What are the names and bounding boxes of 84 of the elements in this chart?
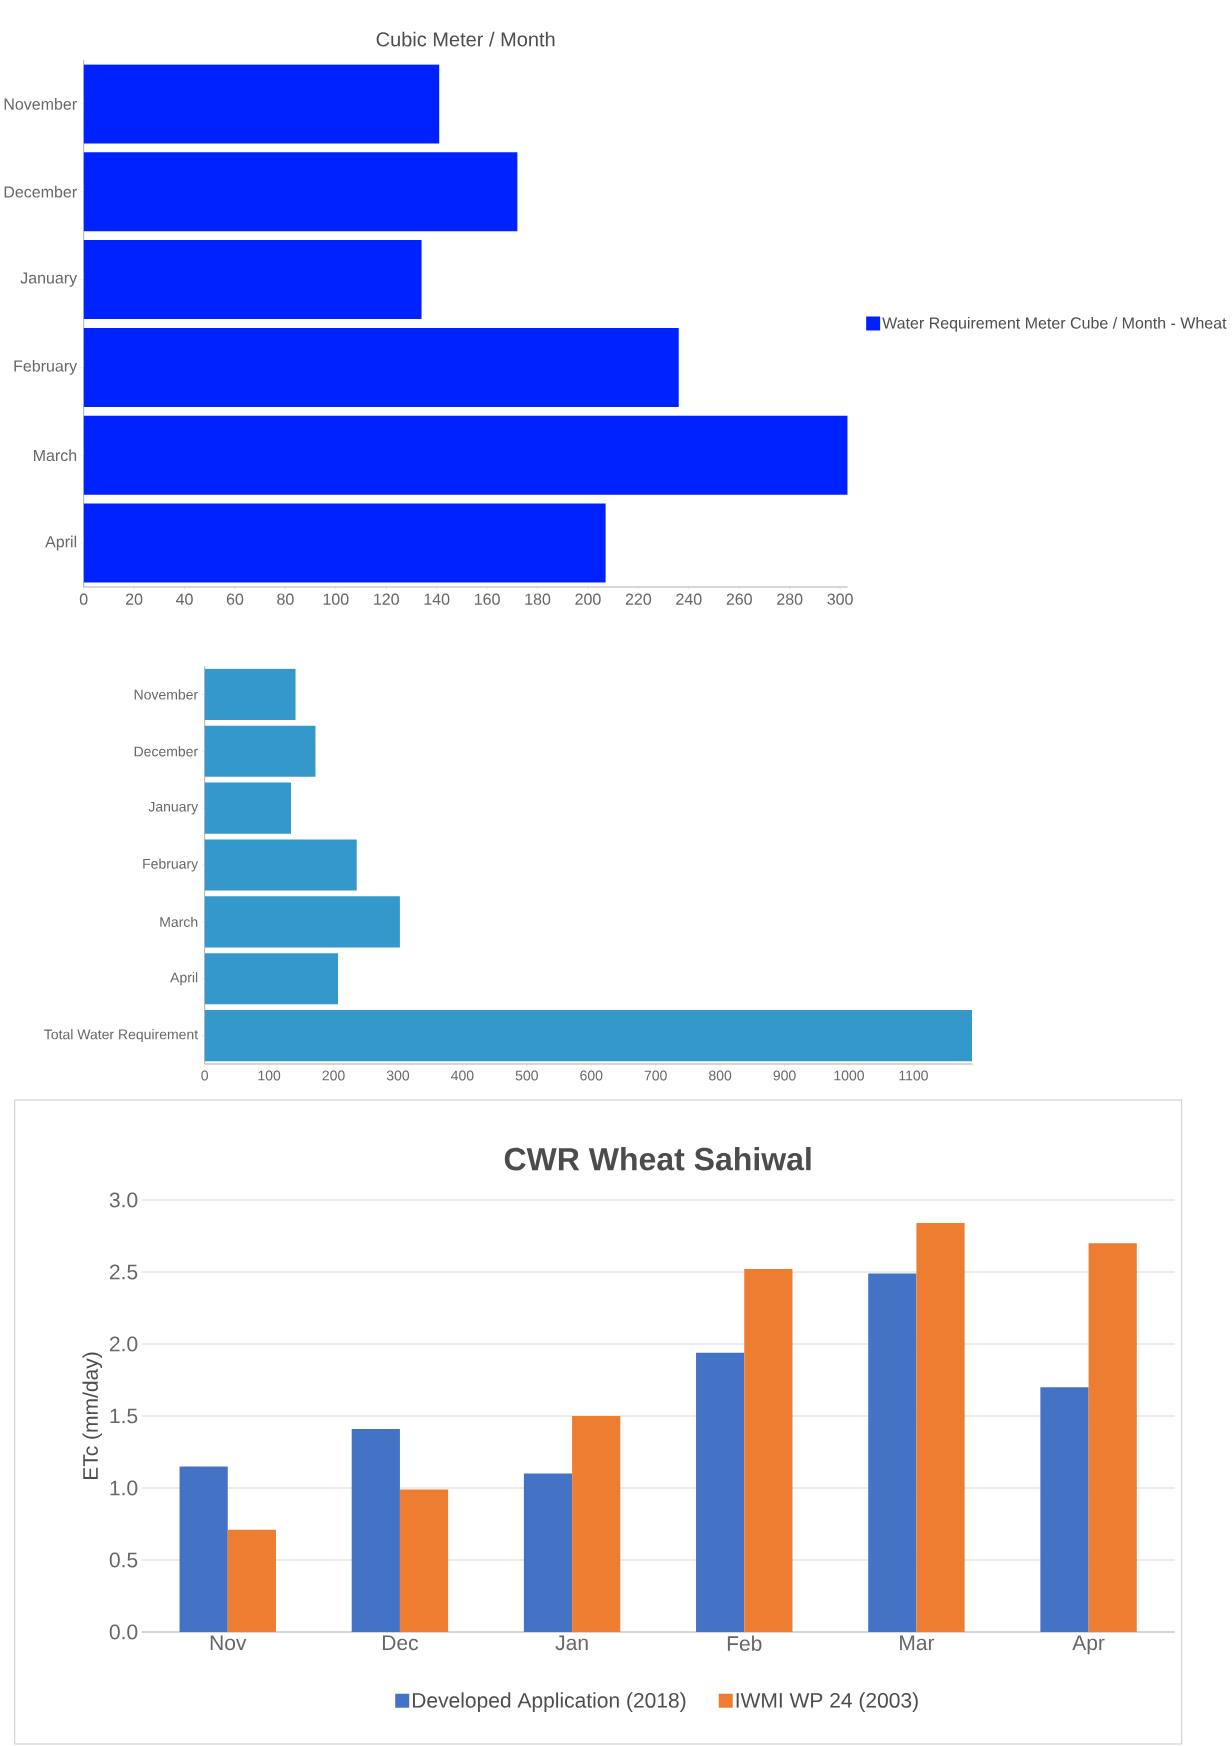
bar <box>572 1416 621 1632</box>
bar <box>400 1489 449 1632</box>
y-tick-label: 2.0 <box>110 1336 138 1352</box>
chart-title: Cubic Meter / Month <box>376 31 555 47</box>
x-tick-label: Apr <box>1072 1635 1105 1655</box>
bar <box>83 327 679 407</box>
y-tick-label: 3.0 <box>109 1192 138 1208</box>
y-tick-label: 2.5 <box>110 1264 138 1280</box>
bar <box>1040 1387 1089 1632</box>
x-tick-label: 260 <box>726 593 753 605</box>
x-tick-label: Nov <box>211 1635 247 1651</box>
x-tick-label: Mar <box>900 1635 935 1651</box>
y-tick-label: Total Water Requirement <box>44 1029 199 1043</box>
x-tick-label: 80 <box>277 593 294 605</box>
y-tick-label: November <box>4 98 78 110</box>
x-tick-label: 600 <box>580 1070 603 1081</box>
x-tick-label: 800 <box>709 1070 732 1081</box>
bar <box>204 782 292 834</box>
y-tick-label: 0.0 <box>109 1624 138 1640</box>
bar <box>204 668 296 721</box>
y-tick-label: November <box>134 689 199 700</box>
x-tick-label: 900 <box>773 1070 796 1081</box>
x-tick-label: 220 <box>626 593 652 605</box>
x-tick-label: Jan <box>555 1635 588 1651</box>
y-tick-label: February <box>143 858 199 872</box>
bar <box>83 64 440 144</box>
bar <box>204 725 316 777</box>
x-tick-label: 1000 <box>834 1070 865 1081</box>
bar <box>83 240 422 320</box>
x-tick-label: 40 <box>176 593 193 605</box>
x-tick-label: 200 <box>575 593 601 605</box>
bar <box>83 152 518 232</box>
bar <box>204 896 401 948</box>
x-tick-label: 180 <box>525 593 551 605</box>
x-tick-label: 20 <box>126 593 143 605</box>
y-tick-label: March <box>34 449 77 462</box>
x-tick-label: 100 <box>258 1070 281 1081</box>
y-tick-label: February <box>14 359 78 375</box>
bar <box>868 1273 917 1632</box>
y-tick-label: March <box>160 916 198 927</box>
bar <box>696 1352 745 1632</box>
x-tick-label: 400 <box>451 1070 474 1081</box>
x-tick-label: 0 <box>201 1070 209 1081</box>
y-tick-label: January <box>20 272 78 287</box>
x-tick-label: 200 <box>322 1070 345 1081</box>
x-tick-label: 280 <box>777 593 803 605</box>
legend-label: Developed Application (2018) <box>413 1692 686 1712</box>
x-tick-label: 700 <box>644 1070 668 1081</box>
bar <box>351 1428 401 1632</box>
bar <box>204 953 339 1005</box>
y-axis-title: ETc (mm/day) <box>82 1352 103 1480</box>
y-tick-label: December <box>4 185 78 198</box>
x-tick-label: 1100 <box>899 1070 929 1081</box>
y-tick-label: January <box>148 801 199 815</box>
bar <box>916 1223 965 1632</box>
bar <box>179 1466 228 1632</box>
bar <box>524 1473 573 1632</box>
legend-label: Water Requirement Meter Cube / Month - Wheat <box>882 316 1227 332</box>
y-tick-label: 1.0 <box>110 1480 138 1496</box>
x-tick-label: 240 <box>676 593 702 605</box>
x-tick-label: 300 <box>827 593 854 605</box>
y-tick-label: 1.5 <box>110 1408 138 1424</box>
x-tick-label: 140 <box>424 593 450 605</box>
y-tick-label: April <box>170 972 198 986</box>
x-tick-label: Dec <box>383 1635 419 1651</box>
x-tick-label: 300 <box>387 1070 410 1081</box>
x-tick-label: 160 <box>475 593 501 605</box>
legend-label: IWMI WP 24 (2003) <box>736 1692 918 1712</box>
y-tick-label: April <box>45 535 77 551</box>
chart-title: CWR Wheat Sahiwal <box>505 1146 811 1171</box>
y-tick-label: December <box>134 746 199 757</box>
x-tick-label: 0 <box>80 593 88 605</box>
bar <box>204 839 357 891</box>
bar <box>1088 1243 1137 1632</box>
bar <box>83 503 606 583</box>
x-tick-label: 60 <box>227 593 244 605</box>
bar <box>227 1529 277 1632</box>
x-tick-label: 100 <box>323 593 349 605</box>
x-tick-label: Feb <box>728 1635 762 1651</box>
bar <box>83 415 848 495</box>
bar <box>744 1269 793 1632</box>
x-tick-label: 500 <box>515 1070 539 1081</box>
x-tick-label: 120 <box>374 593 400 605</box>
y-tick-label: 0.5 <box>109 1552 138 1568</box>
